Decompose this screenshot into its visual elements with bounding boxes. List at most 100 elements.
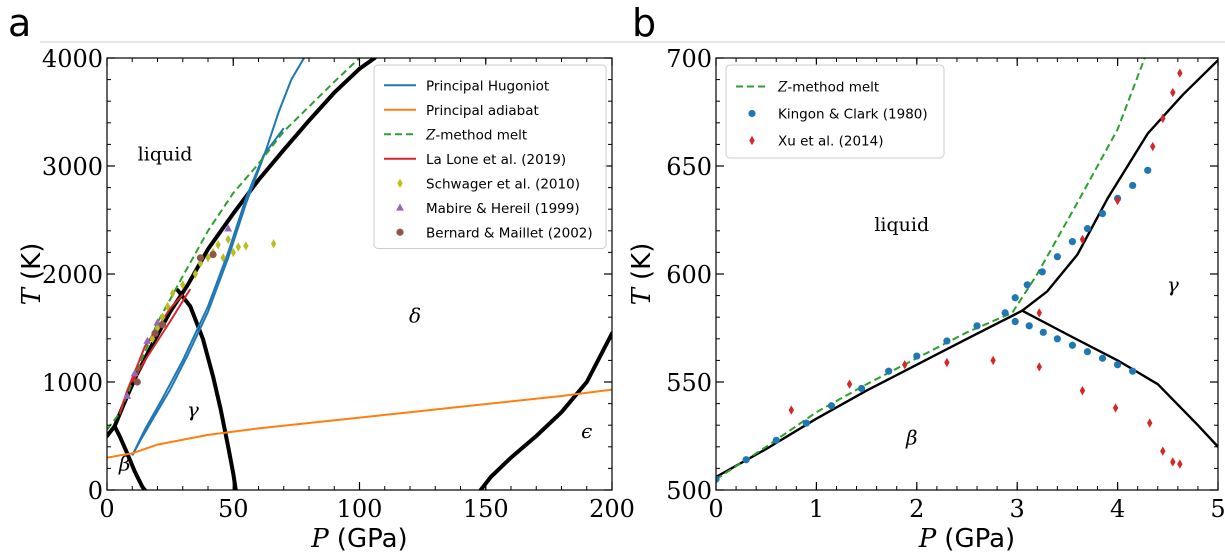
scatter-point-0-13 xyxy=(1038,268,1046,276)
scatter-point-0-9 xyxy=(973,322,981,330)
scatter-point-1-4 xyxy=(224,224,233,232)
legend-marker-swatch xyxy=(749,135,755,146)
scatter-point-0-22 xyxy=(1025,322,1033,330)
scatter-point-0-29 xyxy=(1129,367,1137,375)
scatter-point-0-0 xyxy=(716,475,720,483)
legend-label: Z-method melt xyxy=(777,80,879,96)
legend-label: Principal adiabat xyxy=(426,103,539,119)
scatter-point-1-18 xyxy=(1177,68,1183,78)
scatter-point-0-11 xyxy=(220,253,226,263)
series-line-4 xyxy=(118,293,184,415)
scatter-point-0-27 xyxy=(1098,354,1107,362)
scatter-point-1-14 xyxy=(1114,195,1121,206)
y-tick-label: 550 xyxy=(666,369,712,397)
y-axis-unit: (K) xyxy=(17,243,47,280)
scatter-point-1-1 xyxy=(846,379,853,389)
scatter-point-0-3 xyxy=(164,301,171,312)
scatter-point-2-4 xyxy=(209,250,217,259)
x-tick-label: 50 xyxy=(218,495,249,523)
series-line-2 xyxy=(107,388,612,459)
scatter-point-2-2 xyxy=(158,321,167,329)
legend-label: Z-method melt xyxy=(425,127,527,143)
legend-marker-swatch xyxy=(396,228,404,236)
scatter-point-0-14 xyxy=(1053,253,1061,261)
phase-boundary-1 xyxy=(112,424,147,490)
legend-label-z: Z xyxy=(777,80,788,96)
x-tick-label: 2 xyxy=(909,495,924,523)
y-tick-label: 600 xyxy=(666,261,712,289)
scatter-point-0-21 xyxy=(1011,317,1019,326)
phase-boundary-3 xyxy=(478,331,612,490)
y-tick-label: 3000 xyxy=(42,153,103,181)
x-axis-var: P xyxy=(310,524,329,552)
scatter-point-0-17 xyxy=(1098,209,1107,218)
legend-marker-swatch xyxy=(396,203,404,211)
legend-label: Principal Hugoniot xyxy=(426,78,549,94)
series-line-5 xyxy=(131,288,192,383)
x-tick-label: 5 xyxy=(1210,495,1225,523)
scatter-point-0-10 xyxy=(215,240,221,250)
scatter-point-1-0 xyxy=(123,391,132,399)
scatter-point-0-5 xyxy=(857,384,866,393)
legend-label-z: Z xyxy=(425,127,436,143)
scatter-point-1-6 xyxy=(1036,362,1042,372)
region-label: β xyxy=(118,452,131,476)
scatter-point-0-2 xyxy=(772,436,780,444)
scatter-point-1-9 xyxy=(1147,418,1153,428)
scatter-point-1-16 xyxy=(1160,113,1166,124)
scatter-point-0-6 xyxy=(885,367,893,375)
region-label: liquid xyxy=(138,144,193,166)
region-label: γ xyxy=(187,398,199,422)
scatter-point-0-25 xyxy=(1068,341,1077,349)
scatter-point-1-0 xyxy=(788,405,794,415)
x-axis-unit: (GPa) xyxy=(944,524,1015,552)
phase-boundary-2 xyxy=(175,288,238,490)
scatter-point-0-7 xyxy=(197,258,204,268)
y-axis-label: T (K) xyxy=(17,243,47,306)
scatter-point-0-11 xyxy=(1011,294,1019,302)
phase-boundary-1 xyxy=(1021,59,1218,312)
scatter-point-0-13 xyxy=(235,242,241,252)
region-label: liquid xyxy=(874,214,929,236)
x-axis-unit: (GPa) xyxy=(337,524,408,552)
scatter-point-1-5 xyxy=(1036,308,1042,318)
scatter-point-1-15 xyxy=(1150,141,1156,152)
scatter-point-0-6 xyxy=(192,269,199,279)
scatter-point-0-16 xyxy=(1083,225,1092,233)
scatter-point-0-5 xyxy=(180,280,186,290)
legend-box xyxy=(725,64,945,159)
region-label: γ xyxy=(1167,272,1179,296)
y-tick-label: 2000 xyxy=(42,261,103,289)
x-tick-label: 0 xyxy=(99,495,114,523)
scatter-point-0-15 xyxy=(1068,238,1077,246)
y-axis-unit: (K) xyxy=(627,243,657,280)
y-axis-var: T xyxy=(17,286,47,305)
y-axis-var: T xyxy=(627,286,657,305)
legend-label: Bernard & Maillet (2002) xyxy=(426,225,593,241)
series-line-0 xyxy=(716,58,1146,481)
scatter-point-1-8 xyxy=(1112,403,1119,413)
scatter-point-0-12 xyxy=(1023,281,1031,289)
x-tick-label: 200 xyxy=(589,495,635,523)
legend-box xyxy=(373,64,607,249)
panel-label: b xyxy=(632,1,656,45)
scatter-point-0-1 xyxy=(154,323,161,333)
scatter-point-0-8 xyxy=(943,337,951,345)
legend-label: Mabire & Hereil (1999) xyxy=(426,201,580,217)
y-tick-label: 650 xyxy=(666,153,712,181)
scatter-point-0-28 xyxy=(1114,361,1122,369)
scatter-point-1-17 xyxy=(1170,87,1176,98)
scatter-point-1-10 xyxy=(1160,446,1166,456)
y-tick-label: 0 xyxy=(88,477,103,505)
scatter-point-0-14 xyxy=(243,241,249,251)
panel-label: a xyxy=(8,1,31,45)
scatter-point-0-24 xyxy=(1053,335,1061,343)
scatter-point-1-3 xyxy=(944,357,950,368)
x-axis-label: P (GPa) xyxy=(310,524,407,552)
scatter-point-0-1 xyxy=(742,456,750,464)
phase-boundary-2 xyxy=(1021,309,1218,448)
x-axis-var: P xyxy=(918,524,937,552)
plot-area xyxy=(716,58,1218,483)
